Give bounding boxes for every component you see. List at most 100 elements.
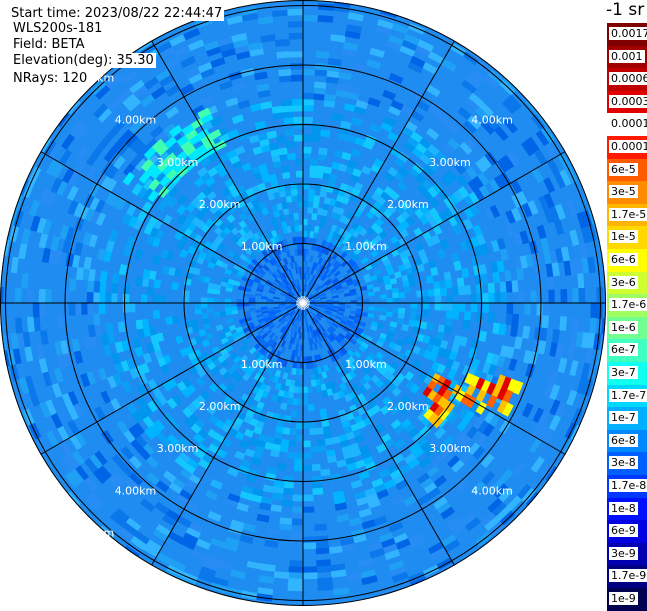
ppi-cell: [289, 561, 303, 567]
ppi-cell: [303, 117, 313, 123]
ppi-cell: [272, 493, 283, 500]
ppi-cell: [459, 303, 465, 312]
ppi-cell: [308, 207, 313, 213]
ppi-cell: [297, 195, 303, 201]
ppi-cell: [279, 75, 291, 82]
ppi-cell: [312, 214, 317, 221]
ppi-cell: [296, 423, 303, 429]
ppi-cell: [285, 129, 294, 136]
ppi-cell: [27, 289, 33, 303]
ppi-cell: [426, 323, 433, 331]
ppi-cell: [271, 450, 280, 457]
ppi-cell: [282, 105, 293, 112]
ppi-cell: [136, 320, 143, 329]
ppi-cell: [464, 285, 471, 294]
range-ring-label: 5.00km: [513, 526, 555, 539]
ppi-cell: [287, 153, 295, 160]
ppi-cell: [309, 189, 315, 195]
ppi-cell: [291, 410, 297, 416]
ppi-cell: [303, 495, 313, 501]
ppi-cell: [369, 307, 375, 311]
ppi-cell: [123, 303, 129, 312]
ppi-cell: [295, 453, 303, 459]
ppi-cell: [392, 288, 399, 294]
ppi-cell: [519, 291, 525, 303]
ppi-cell: [303, 387, 308, 393]
ppi-cell: [441, 303, 447, 311]
colorbar-label: 1e-7: [609, 411, 638, 424]
ppi-cell: [317, 166, 325, 173]
ppi-cell: [306, 249, 309, 255]
ppi-cell: [293, 105, 303, 111]
ppi-cell: [275, 39, 289, 46]
ppi-cell: [327, 300, 333, 302]
ppi-cell: [345, 305, 351, 308]
ppi-cell: [304, 273, 306, 279]
ppi-cell: [201, 303, 207, 308]
ppi-cell: [281, 403, 288, 410]
ppi-cell: [393, 293, 399, 298]
ppi-cell: [313, 488, 323, 495]
field-label: Field: BETA: [11, 37, 86, 52]
range-ring-label: 4.00km: [115, 114, 157, 127]
range-ring-label: 1.00km: [345, 358, 387, 371]
ppi-cell: [303, 69, 315, 75]
ppi-cell: [308, 404, 314, 411]
ppi-cell: [303, 45, 317, 51]
ppi-cell: [267, 299, 273, 301]
ppi-cell: [310, 159, 318, 166]
ppi-cell: [444, 272, 451, 281]
ppi-cell: [519, 303, 525, 315]
ppi-cell: [303, 153, 311, 159]
colorbar-label: 0.0003: [609, 95, 647, 108]
ppi-cell: [303, 105, 313, 111]
ppi-cell: [373, 287, 380, 292]
ppi-cell: [294, 465, 303, 471]
colorbar-label: 1e-8: [609, 502, 638, 515]
ppi-cell: [225, 303, 231, 307]
ppi-cell: [298, 399, 303, 405]
ppi-cell: [325, 438, 333, 445]
ppi-cell: [423, 303, 429, 310]
ppi-cell: [445, 280, 452, 288]
ppi-cell: [123, 284, 130, 294]
ppi-cell: [118, 322, 125, 332]
ppi-cell: [522, 326, 530, 339]
ppi-cell: [63, 290, 69, 303]
ppi-cell: [310, 171, 317, 178]
ppi-cell: [220, 311, 227, 316]
ppi-cell: [315, 63, 328, 70]
ppi-cell: [272, 106, 283, 113]
ppi-cell: [282, 99, 293, 106]
ppi-cell: [296, 345, 299, 351]
ppi-cell: [153, 295, 159, 303]
ppi-cell: [555, 290, 561, 304]
ppi-cell: [292, 99, 303, 105]
ppi-cell: [411, 303, 417, 309]
ppi-cell: [379, 315, 386, 320]
ppi-cell: [315, 75, 327, 82]
ppi-cell: [214, 312, 221, 317]
range-ring-label: 4.00km: [115, 484, 157, 497]
ppi-cell: [499, 324, 506, 335]
ppi-cell: [318, 15, 333, 22]
range-ring-label: 4.00km: [471, 114, 513, 127]
ppi-cell: [303, 135, 312, 141]
ppi-cell: [381, 294, 387, 299]
ppi-cell: [225, 299, 231, 303]
ppi-cell: [423, 296, 429, 303]
ppi-cell: [296, 171, 303, 177]
ppi-cell: [307, 387, 312, 393]
colorbar-label: 1e-5: [609, 230, 638, 243]
ppi-cell: [531, 303, 537, 315]
ppi-cell: [481, 274, 488, 284]
ppi-cell: [283, 488, 293, 495]
ppi-cell: [476, 312, 483, 322]
ppi-cell: [277, 136, 286, 143]
ppi-cell: [327, 456, 336, 463]
ppi-cell: [440, 288, 447, 296]
ppi-cell: [39, 289, 45, 303]
ppi-cell: [314, 87, 326, 94]
range-ring-label: 1.00km: [241, 358, 283, 371]
colorbar-label: 1.7e-8: [609, 479, 647, 492]
